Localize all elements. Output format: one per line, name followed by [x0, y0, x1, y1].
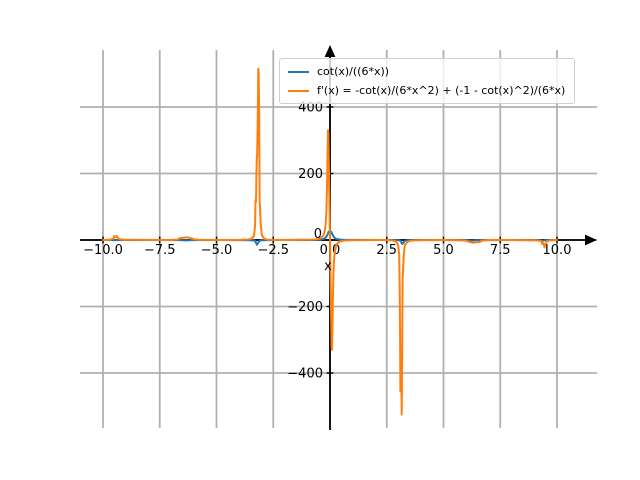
- y-tick-label: 400: [298, 101, 323, 116]
- legend-line-swatch-orange: [288, 89, 309, 92]
- y-tick-label: −200: [287, 300, 323, 315]
- y-tick-label: 0: [314, 227, 322, 242]
- x-tick-label: 5.0: [433, 243, 454, 258]
- legend-label-fprime: f'(x) = -cot(x)/(6*x^2) + (-1 - cot(x)^2…: [317, 84, 566, 97]
- y-axis-arrowhead: [324, 45, 336, 57]
- legend-entry-fprime: f'(x) = -cot(x)/(6*x^2) + (-1 - cot(x)^2…: [288, 83, 565, 98]
- x-tick-label: −2.5: [257, 243, 289, 258]
- x-tick-label: −10.0: [83, 243, 123, 258]
- x-tick-label: 10.0: [543, 243, 572, 258]
- legend: cot(x)/((6*x)) f'(x) = -cot(x)/(6*x^2) +…: [279, 58, 576, 104]
- x-tick-label: 2.5: [376, 243, 397, 258]
- legend-label-f: cot(x)/((6*x)): [317, 65, 390, 78]
- y-tick-label: −400: [287, 367, 323, 382]
- x-tick-label: 7.5: [490, 243, 511, 258]
- legend-entry-f: cot(x)/((6*x)): [288, 64, 565, 79]
- legend-line-swatch-blue: [288, 70, 309, 73]
- x-axis-label: x: [324, 259, 332, 274]
- curve-f-derivative: [102, 67, 558, 416]
- x-axis-arrowhead: [585, 234, 597, 246]
- x-tick-label: −7.5: [144, 243, 176, 258]
- x-tick-label: −5.0: [201, 243, 233, 258]
- y-tick-label: 200: [298, 167, 323, 182]
